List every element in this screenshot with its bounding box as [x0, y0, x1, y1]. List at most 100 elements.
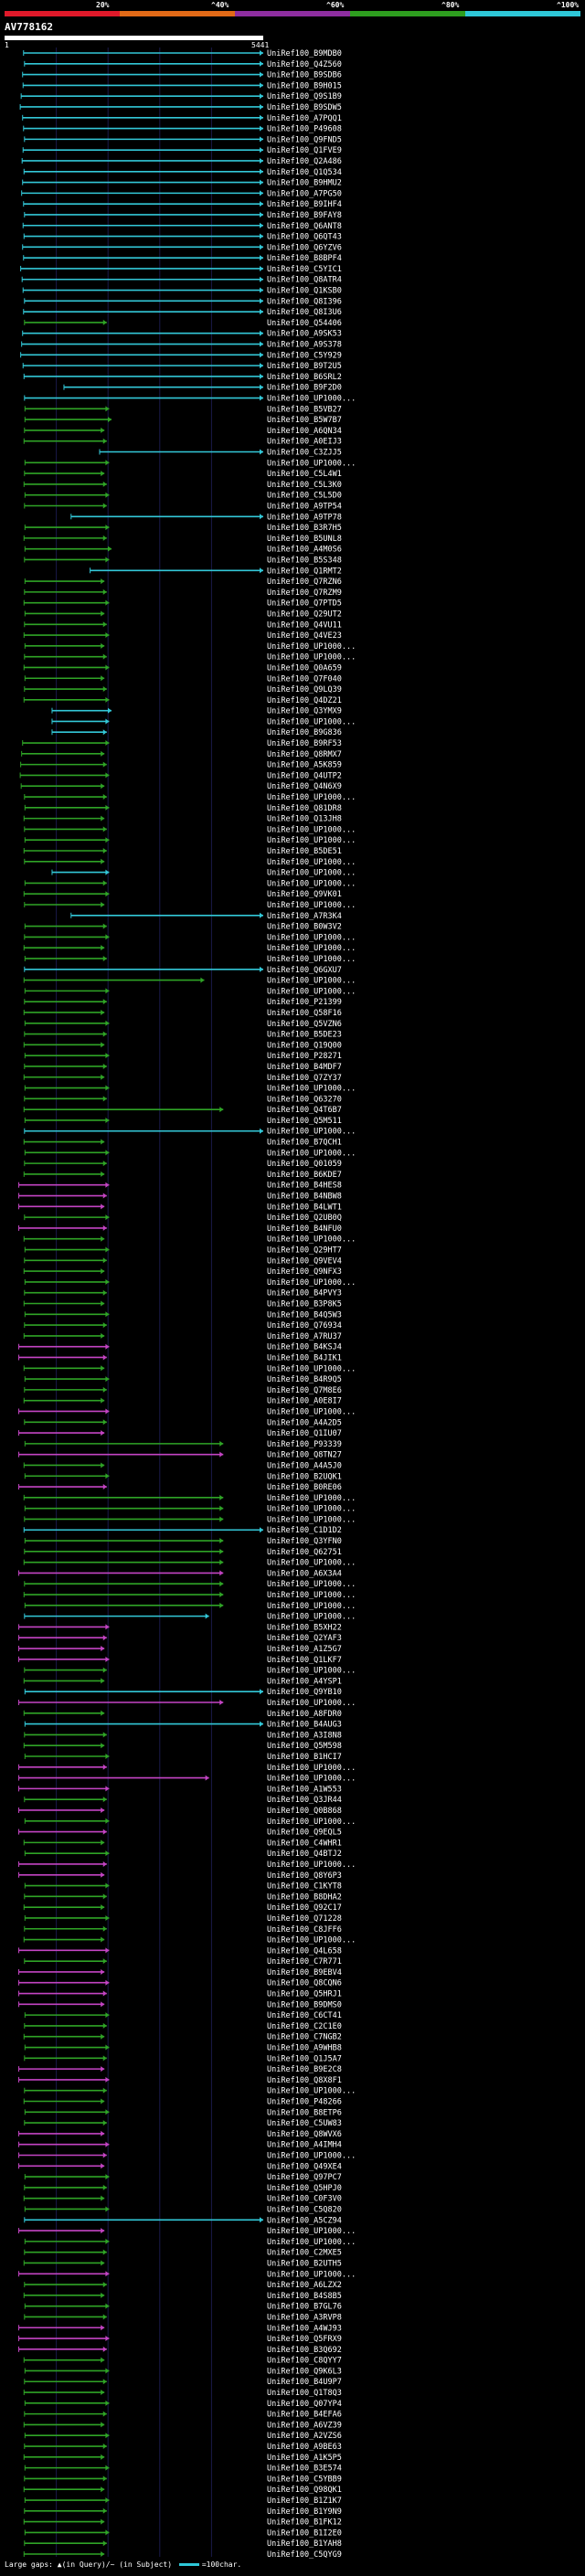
hit-row: UniRef100_UP1000... [24, 987, 356, 996]
hit-end-arrow [105, 1914, 110, 1921]
hit-label: UniRef100_Q4VE23 [267, 631, 342, 641]
hit-row: UniRef100_Q01059 [24, 1160, 342, 1169]
hit-label: UniRef100_UP1000... [267, 1860, 356, 1870]
hit-end-arrow [205, 1613, 209, 1619]
hit-end-arrow [101, 1678, 105, 1684]
hit-label: UniRef100_UP1000... [267, 1764, 356, 1773]
hit-label: UniRef100_P49608 [267, 125, 342, 134]
hit-end-arrow [105, 1343, 110, 1350]
hit-end-arrow [102, 1289, 107, 1296]
hit-label: UniRef100_UP1000... [267, 836, 356, 845]
hit-end-arrow [105, 1786, 110, 1792]
hit-end-arrow [102, 1667, 107, 1673]
hit-row: UniRef100_A9WHB8 [24, 2044, 342, 2053]
hit-end-arrow [102, 481, 107, 487]
hit-end-arrow [101, 2325, 105, 2331]
hit-label: UniRef100_A6LZX2 [267, 2281, 342, 2290]
hit-label: UniRef100_Q8X8F1 [267, 2076, 342, 2085]
hit-label: UniRef100_B4Q5W3 [267, 1310, 342, 1320]
hit-row: UniRef100_Q8WVX6 [18, 2130, 342, 2139]
hit-row: UniRef100_UP1000... [24, 825, 356, 834]
hit-label: UniRef100_UP1000... [267, 1505, 356, 1514]
hit-end-arrow [260, 103, 263, 110]
hit-row: UniRef100_UP1000... [24, 955, 356, 964]
large-gaps-text: Large gaps: ▲(in Query)/~ (in Subject) [5, 2560, 173, 2569]
hit-end-arrow [219, 1107, 224, 1113]
hit-end-arrow [260, 179, 263, 186]
hit-label: UniRef100_Q3JR44 [267, 1796, 342, 1805]
legend-label: 20% [96, 1, 110, 9]
hit-end-arrow [260, 2217, 263, 2223]
hit-row: UniRef100_UP1000... [24, 1580, 356, 1589]
hit-row: UniRef100_Q5HRJ1 [18, 1990, 342, 1999]
hit-row: UniRef100_UP1000... [23, 1494, 356, 1503]
hit-end-arrow [101, 2163, 105, 2169]
hit-row: UniRef100_UP1000... [18, 1860, 356, 1870]
hit-label: UniRef100_Q8I396 [267, 297, 342, 306]
hit-label: UniRef100_B9FAY8 [267, 211, 342, 220]
hit-label: UniRef100_Q1T8Q3 [267, 2389, 342, 2398]
hit-row: UniRef100_Q6ANT8 [22, 222, 342, 231]
hit-label: UniRef100_Q9NFX3 [267, 1267, 342, 1277]
hit-end-arrow [105, 2271, 110, 2277]
hit-end-arrow [101, 2422, 105, 2428]
hit-label: UniRef100_Q13JH8 [267, 815, 342, 824]
hit-row: UniRef100_C5Q820 [24, 2205, 342, 2214]
hit-label: UniRef100_UP1000... [267, 1278, 356, 1288]
hit-end-arrow [102, 319, 107, 325]
hit-label: UniRef100_Q5M598 [267, 1742, 342, 1751]
hit-end-arrow [260, 157, 263, 164]
hit-row: UniRef100_B6KDE7 [23, 1171, 342, 1180]
hit-label: UniRef100_B9E2C8 [267, 2065, 342, 2074]
hit-label: UniRef100_UP1000... [267, 1936, 356, 1945]
hit-label: UniRef100_A4WJ93 [267, 2324, 342, 2333]
hit-row: UniRef100_UP1000... [51, 717, 356, 726]
hit-label: UniRef100_Q1J5A7 [267, 2054, 342, 2063]
hit-label: UniRef100_Q8TN27 [267, 1451, 342, 1460]
hit-row: UniRef100_C2C1E0 [24, 2022, 342, 2031]
hit-row: UniRef100_B9E2C8 [18, 2065, 342, 2074]
hit-row: UniRef100_UP1000... [24, 836, 356, 845]
hit-label: UniRef100_C5UW83 [267, 2119, 342, 2128]
hit-end-arrow [101, 1397, 105, 1404]
hit-label: UniRef100_B9F2D0 [267, 384, 342, 393]
hit-end-arrow [102, 2022, 107, 2029]
hit-label: UniRef100_B4U9P7 [267, 2378, 342, 2387]
hit-label: UniRef100_B3E574 [267, 2465, 342, 2474]
hit-label: UniRef100_UP1000... [267, 653, 356, 663]
hit-end-arrow [219, 1440, 224, 1447]
hit-label: UniRef100_A1Z5G7 [267, 1645, 342, 1654]
hit-row: UniRef100_C3ZJJ5 [99, 449, 342, 458]
hit-label: UniRef100_B9MDB0 [267, 49, 342, 58]
hit-end-arrow [105, 740, 110, 747]
hit-row: UniRef100_UP1000... [24, 1613, 356, 1622]
hit-row: UniRef100_Q6YZV6 [22, 243, 342, 252]
hit-label: UniRef100_B9G836 [267, 728, 342, 737]
hit-label: UniRef100_UP1000... [267, 1602, 356, 1611]
hit-row: UniRef100_B9FAY8 [24, 211, 342, 220]
hit-row: UniRef100_Q8I396 [24, 297, 342, 306]
hit-label: UniRef100_B4HES8 [267, 1182, 342, 1191]
hit-end-arrow [101, 1936, 105, 1943]
hit-label: UniRef100_A4M0S6 [267, 546, 342, 555]
hit-end-arrow [101, 945, 105, 951]
hit-end-arrow [102, 503, 107, 509]
hit-row: UniRef100_Q54406 [24, 319, 342, 328]
hit-row: UniRef100_UP1000... [23, 1364, 356, 1373]
hit-row: UniRef100_UP1000... [24, 1515, 356, 1524]
hit-label: UniRef100_UP1000... [267, 933, 356, 942]
hit-end-arrow [101, 1646, 105, 1652]
hit-label: UniRef100_B8ETP6 [267, 2108, 342, 2117]
hit-row: UniRef100_Q63270 [24, 1095, 342, 1104]
hit-label: UniRef100_B1FK12 [267, 2518, 342, 2528]
hit-end-arrow [105, 460, 110, 466]
hit-end-arrow [105, 2206, 110, 2212]
hit-label: UniRef100_B9DMS0 [267, 2000, 342, 2009]
hit-label: UniRef100_B6KDE7 [267, 1171, 342, 1180]
hit-label: UniRef100_B4S8B5 [267, 2292, 342, 2301]
hit-row: UniRef100_A9TP54 [24, 502, 342, 511]
hit-end-arrow [105, 2303, 110, 2309]
hit-row: UniRef100_B7QCH1 [23, 1139, 342, 1148]
hit-label: UniRef100_Q0A659 [267, 663, 342, 673]
hit-label: UniRef100_C1D1D2 [267, 1526, 342, 1535]
